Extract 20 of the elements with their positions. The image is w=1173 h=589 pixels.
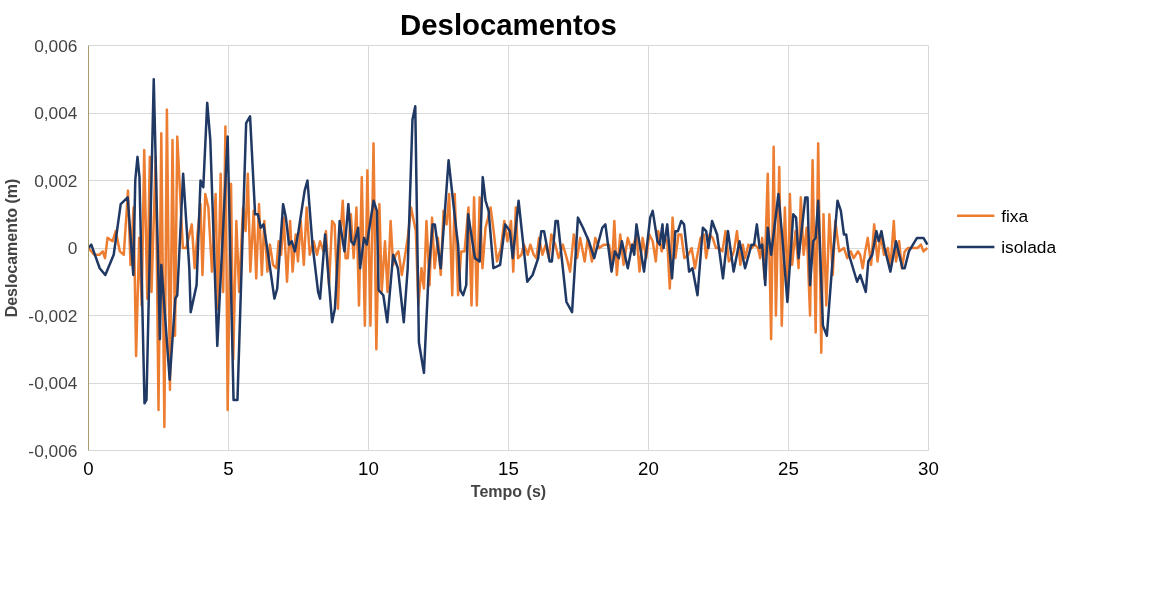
x-tick-label: 0 <box>83 457 94 479</box>
x-axis-title: Tempo (s) <box>470 482 547 500</box>
x-tick-label: 25 <box>778 457 799 479</box>
y-tick-label: -0,004 <box>28 373 78 393</box>
chart-title: Deslocamentos <box>400 7 617 41</box>
x-tick-label: 15 <box>498 457 519 479</box>
y-tick-label: -0,002 <box>28 305 78 326</box>
y-tick-label: 0,006 <box>34 35 78 56</box>
y-axis-title: Deslocamento (m) <box>3 178 21 318</box>
x-tick-label: 10 <box>358 457 379 479</box>
y-tick-label: 0,004 <box>34 103 78 123</box>
x-tick-label: 30 <box>918 457 939 479</box>
y-tick-label: 0 <box>67 238 78 258</box>
x-tick-label: 5 <box>223 457 234 479</box>
legend-label: isolada <box>1001 237 1057 258</box>
y-tick-label: -0,006 <box>28 440 78 461</box>
legend-label: fixa <box>1001 205 1029 226</box>
x-tick-label: 20 <box>638 457 659 479</box>
line-series <box>88 78 929 405</box>
y-tick-label: 0,002 <box>34 170 78 191</box>
